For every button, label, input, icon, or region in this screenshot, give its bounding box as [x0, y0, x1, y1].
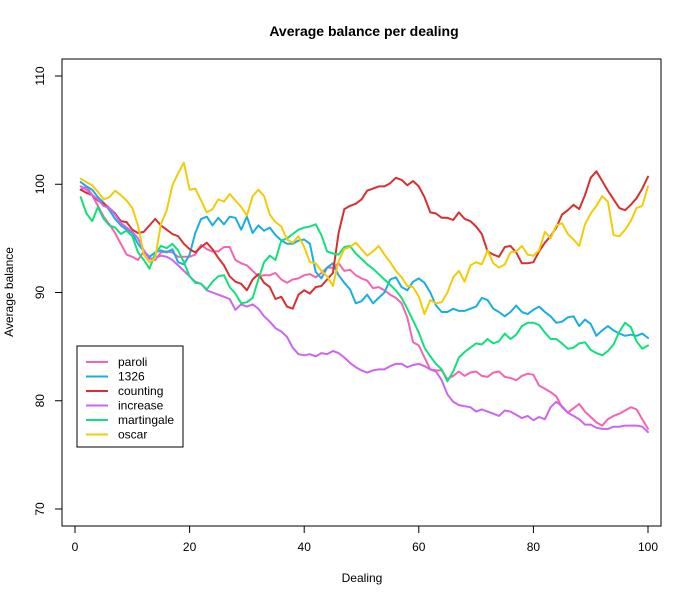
series-line-martingale	[79, 196, 649, 383]
series-line-increase	[79, 185, 649, 434]
chart-title: Average balance per dealing	[269, 23, 458, 39]
x-tick-label: 100	[638, 540, 658, 554]
legend-label-oscar: oscar	[118, 428, 147, 442]
series-layer	[79, 161, 649, 434]
y-tick-label: 80	[33, 394, 47, 408]
y-tick-label: 100	[33, 174, 47, 194]
legend-label-paroli: paroli	[118, 355, 147, 369]
y-axis-label: Average balance	[2, 247, 16, 337]
legend-label-increase: increase	[118, 399, 164, 413]
x-tick-label: 0	[72, 540, 79, 554]
y-tick-label: 90	[33, 286, 47, 300]
y-tick-label: 70	[33, 502, 47, 516]
x-tick-label: 60	[412, 540, 426, 554]
legend: paroli1326countingincreasemartingaleosca…	[76, 345, 184, 448]
legend-box	[76, 345, 184, 448]
x-tick-label: 80	[527, 540, 541, 554]
y-tick-label: 110	[33, 66, 47, 85]
series-line-counting	[79, 170, 649, 310]
legend-label-martingale: martingale	[118, 413, 174, 427]
y-axis: 70 80 90 100 110	[33, 66, 63, 516]
plot-area-frame	[61, 58, 662, 527]
x-axis-label: Dealing	[342, 571, 383, 585]
x-axis: 0 20 40 60 80 100	[72, 525, 658, 554]
x-tick-label: 40	[298, 540, 312, 554]
x-tick-label: 20	[183, 540, 197, 554]
legend-label-1326: 1326	[118, 370, 145, 384]
series-line-oscar	[79, 161, 649, 316]
legend-label-counting: counting	[118, 384, 163, 398]
series-line-1326	[79, 181, 649, 339]
